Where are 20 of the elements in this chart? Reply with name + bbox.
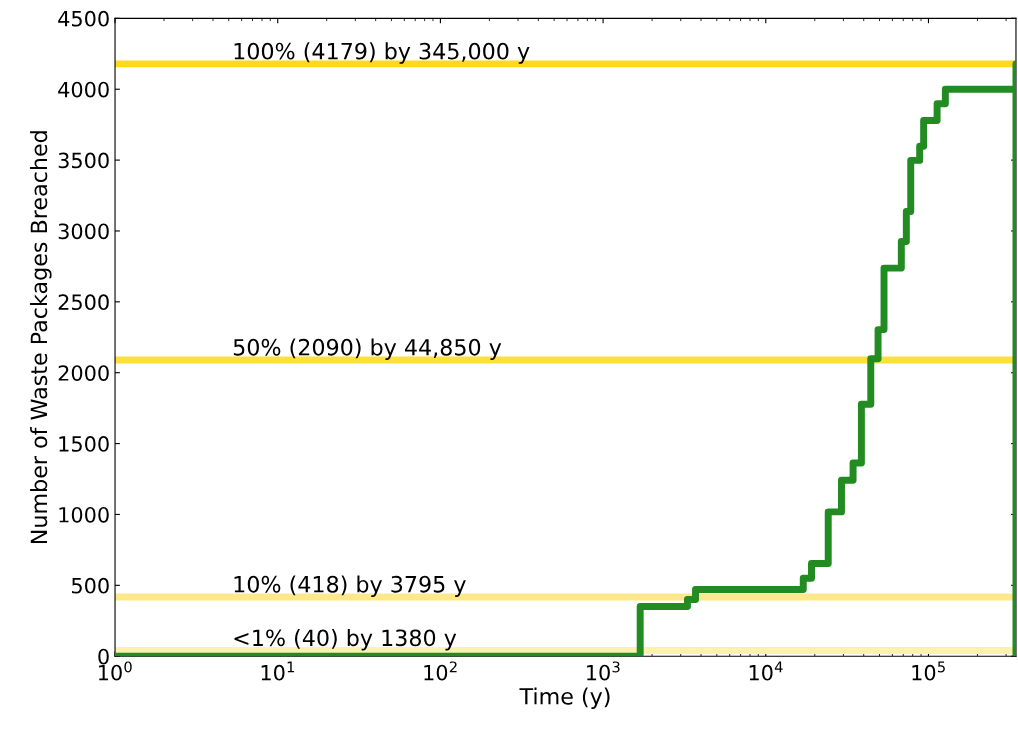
y-tick-label: 2000 <box>58 365 109 381</box>
ref-line-label: 10% (418) by 3795 y <box>234 575 466 597</box>
x-tick-label: 10$^{3}$ <box>587 661 620 681</box>
x-tick-label: 10$^{2}$ <box>424 661 457 681</box>
x-tick-label: 10$^{4}$ <box>749 661 783 681</box>
x-axis-title: Time (y) <box>519 687 610 709</box>
ref-line-label: 100% (4179) by 345,000 y <box>234 42 530 64</box>
y-tick-label: 3000 <box>58 223 109 240</box>
x-tick-label: 10$^{5}$ <box>912 661 945 681</box>
y-tick-label: 500 <box>72 577 109 594</box>
y-tick-label: 2500 <box>58 294 109 311</box>
y-tick-label: 1500 <box>59 436 109 452</box>
x-tick-label: 10$^{1}$ <box>261 661 295 681</box>
y-tick-label: 4500 <box>58 10 109 27</box>
ref-line-label: <1% (40) by 1380 y <box>234 629 457 651</box>
y-axis-title: Number of Waste Packages Breached <box>30 131 52 544</box>
ref-line-label: 50% (2090) by 44,850 y <box>233 338 502 360</box>
y-tick-label: 1000 <box>59 506 109 523</box>
y-tick-label: 4000 <box>58 81 109 98</box>
y-tick-label: 3500 <box>58 152 109 169</box>
